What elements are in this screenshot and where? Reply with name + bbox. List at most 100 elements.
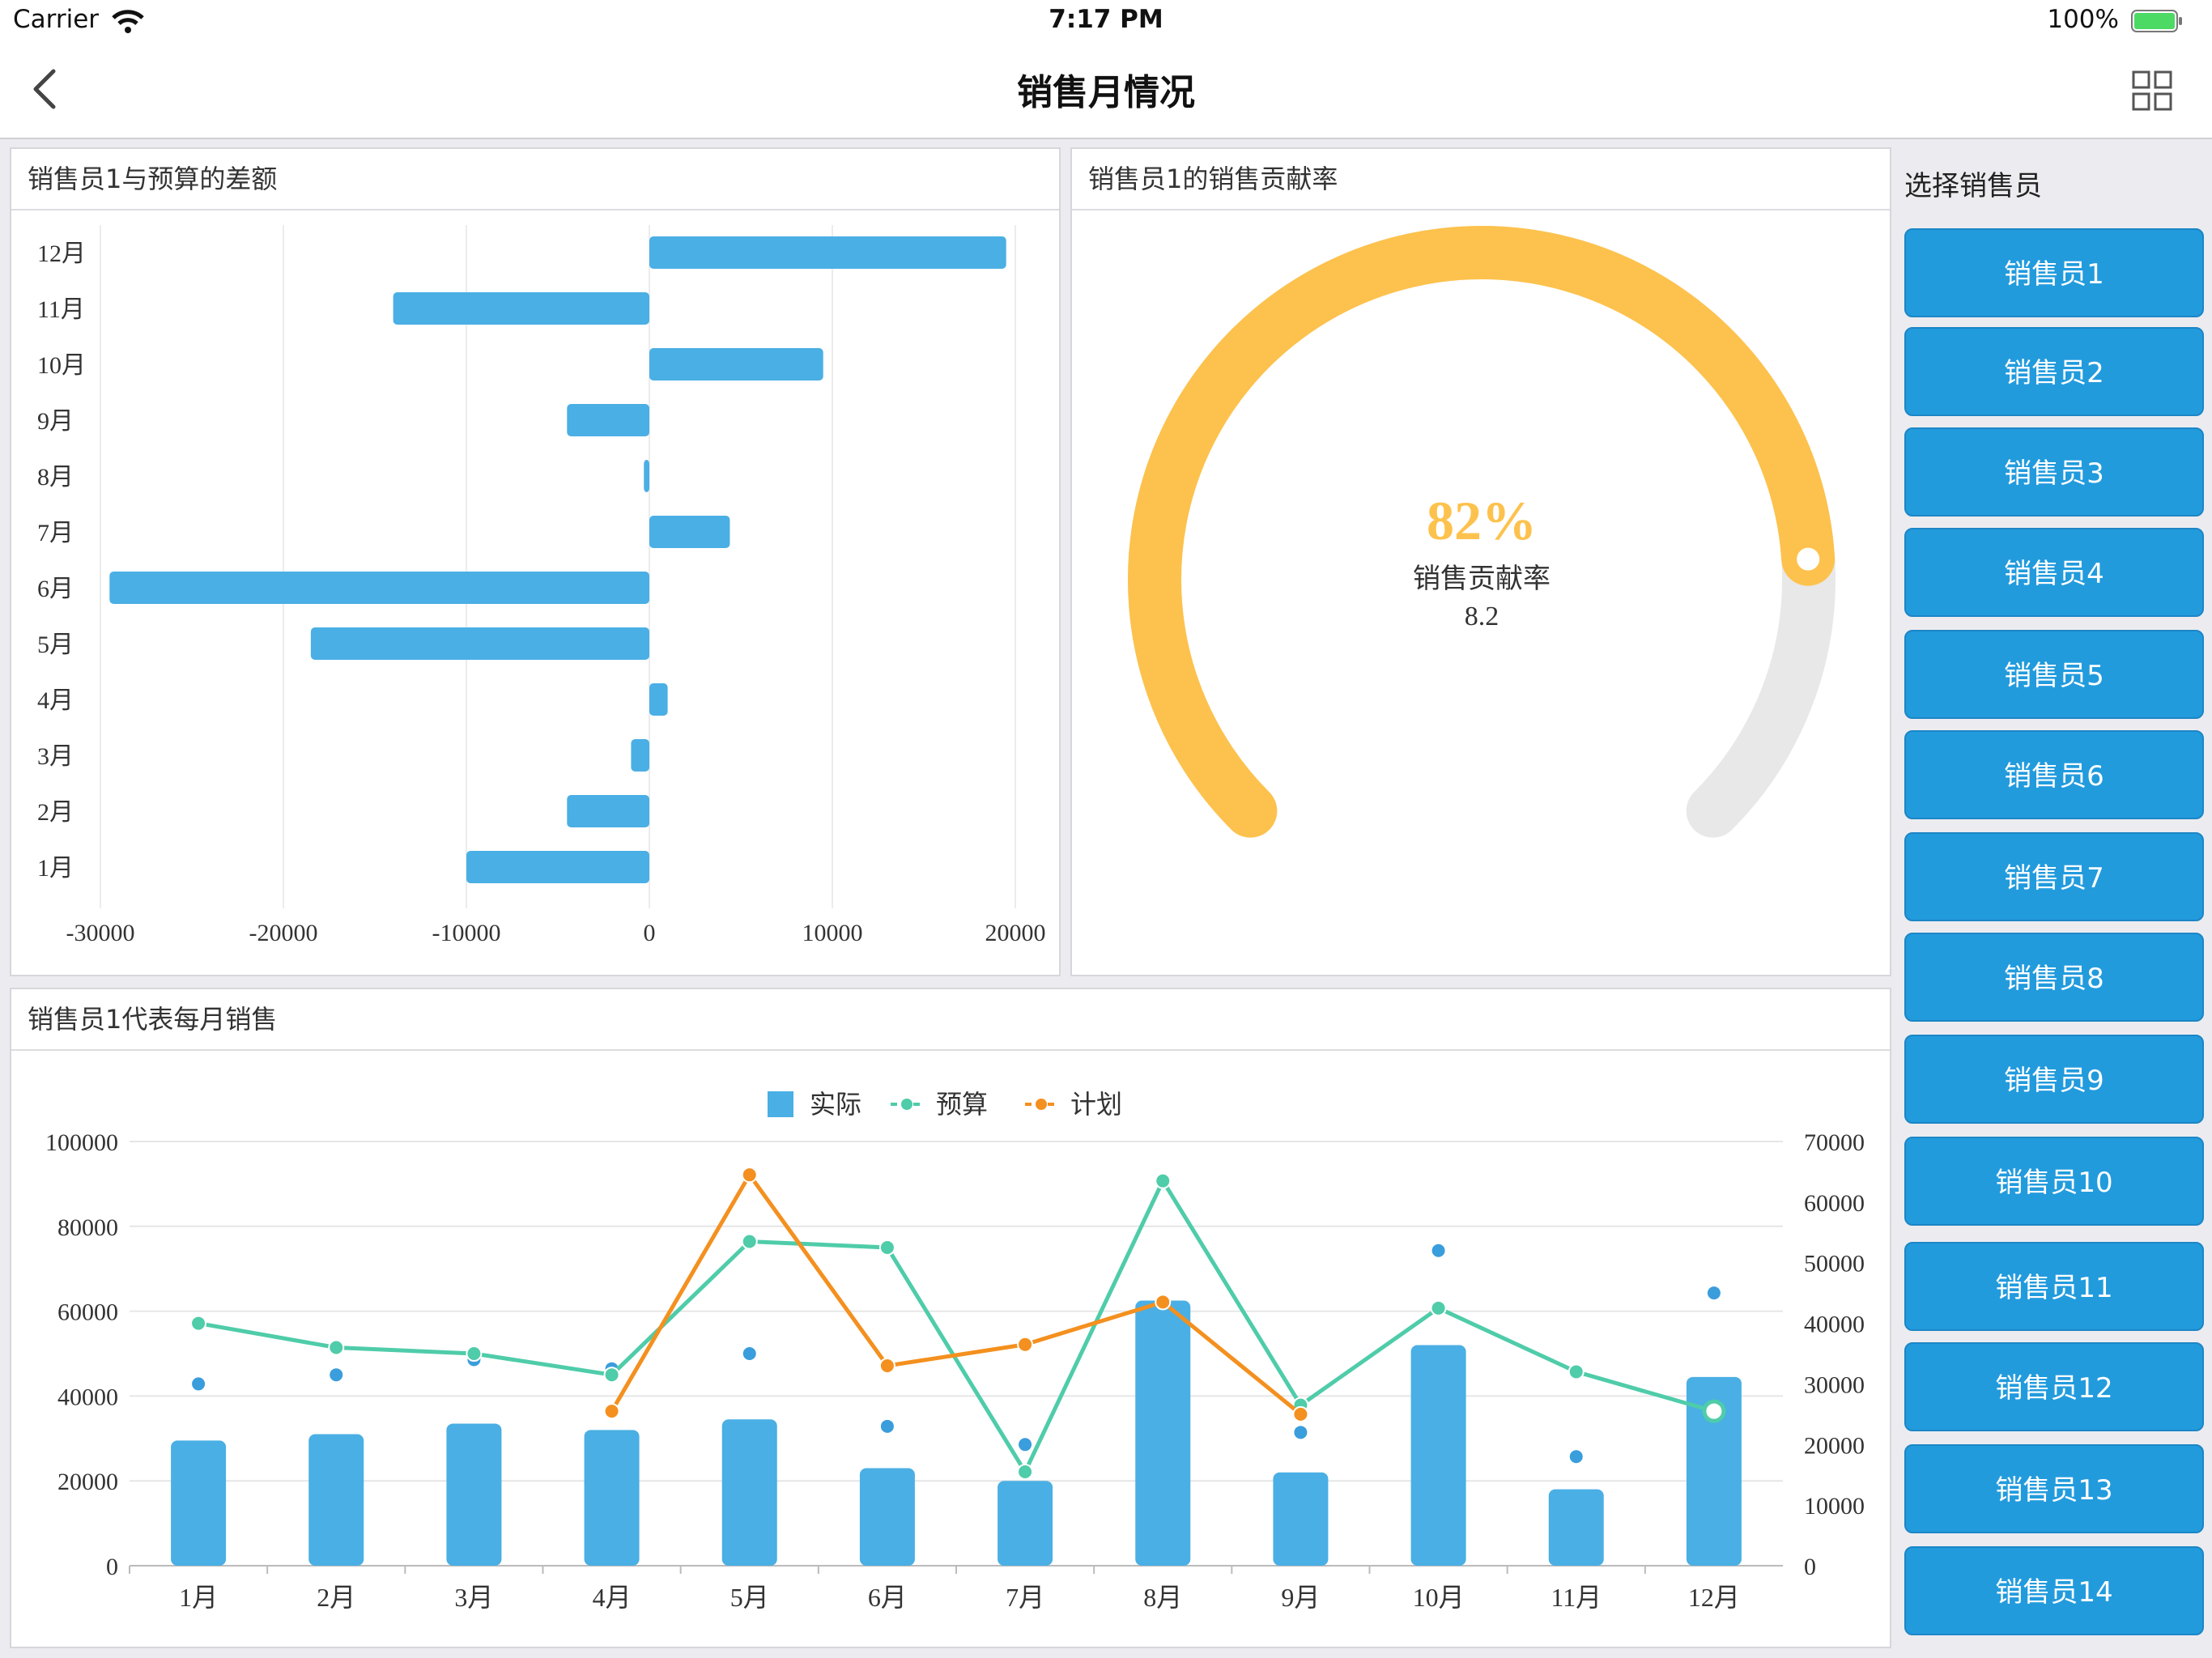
gauge-percent: 82% — [1427, 490, 1537, 551]
actual-marker-dot — [1019, 1438, 1032, 1452]
salesperson-button-10[interactable]: 销售员10 — [1904, 1137, 2204, 1226]
carrier-label: Carrier — [13, 5, 100, 34]
combo-left-tick: 80000 — [57, 1214, 118, 1241]
salesperson-button-1[interactable]: 销售员1 — [1904, 228, 2204, 317]
diff-x-tick: 20000 — [985, 920, 1046, 946]
combo-right-tick: 70000 — [1804, 1129, 1865, 1156]
budget-point — [466, 1346, 483, 1362]
actual-bar — [1135, 1300, 1191, 1566]
combo-x-label: 8月 — [1143, 1583, 1182, 1612]
budget-point — [878, 1239, 895, 1256]
salesperson-button-6[interactable]: 销售员6 — [1904, 730, 2204, 819]
actual-marker-dot — [330, 1368, 343, 1382]
salesperson-button-4[interactable]: 销售员4 — [1904, 528, 2204, 617]
diff-bar — [310, 627, 649, 660]
combo-x-label: 6月 — [868, 1583, 907, 1612]
plan-point — [1017, 1336, 1034, 1353]
budget-line — [198, 1176, 1715, 1477]
budget-point — [190, 1315, 207, 1332]
combo-x-label: 4月 — [593, 1583, 632, 1612]
diff-chart: -30000 -20000 -10000 0 10000 20000 1月 2月 3月 4月 5月 6… — [37, 225, 1046, 946]
diff-x-tick: -10000 — [432, 920, 501, 946]
combo-x-label: 7月 — [1006, 1583, 1044, 1612]
salesperson-button-3[interactable]: 销售员3 — [1904, 427, 2204, 517]
diff-y-label: 6月 — [37, 576, 74, 602]
actual-marker-dot — [1569, 1450, 1583, 1464]
actual-marker-dot — [1431, 1244, 1445, 1257]
back-chevron-icon[interactable] — [29, 66, 62, 112]
actual-marker-dot — [1707, 1286, 1721, 1300]
actual-bar — [859, 1468, 915, 1566]
salesperson-button-7[interactable]: 销售员7 — [1904, 832, 2204, 921]
budget-point — [1430, 1299, 1447, 1316]
combo-left-tick: 0 — [106, 1554, 118, 1580]
diff-y-label: 2月 — [37, 799, 74, 826]
legend-label: 实际 — [810, 1090, 861, 1119]
diff-bar — [649, 683, 668, 716]
actual-bar — [308, 1434, 364, 1566]
combo-x-label: 11月 — [1551, 1583, 1602, 1612]
combo-x-label: 5月 — [730, 1583, 769, 1612]
combo-x-label: 10月 — [1413, 1583, 1465, 1612]
actual-bar — [998, 1481, 1053, 1566]
combo-right-tick: 0 — [1804, 1554, 1816, 1580]
rate-panel: 销售员1的销售贡献率 82% 销售贡献率 8.2 — [1070, 147, 1891, 976]
diff-y-label: 4月 — [37, 687, 74, 714]
grid-view-icon[interactable] — [2131, 70, 2173, 112]
actual-bar — [446, 1423, 502, 1566]
diff-bar — [649, 348, 823, 380]
combo-left-tick: 100000 — [45, 1129, 118, 1156]
diff-y-label: 1月 — [37, 855, 74, 882]
wifi-icon — [112, 10, 144, 33]
diff-x-tick: 0 — [644, 920, 656, 946]
diff-bar — [567, 404, 649, 436]
salesperson-button-11[interactable]: 销售员11 — [1904, 1242, 2204, 1331]
clock: 7:17 PM — [1049, 5, 1163, 34]
legend-swatch-dot — [1036, 1099, 1047, 1110]
actual-marker-dot — [192, 1377, 206, 1391]
gauge-value-arc — [1128, 226, 1836, 838]
diff-bar — [567, 795, 649, 827]
salesperson-button-2[interactable]: 销售员2 — [1904, 327, 2204, 416]
budget-point — [1702, 1399, 1726, 1423]
budget-point — [1017, 1463, 1034, 1480]
diff-bar — [466, 851, 649, 883]
combo-right-tick: 30000 — [1804, 1371, 1865, 1398]
salesperson-button-5[interactable]: 销售员5 — [1904, 630, 2204, 719]
diff-y-label: 8月 — [37, 464, 74, 491]
salesperson-button-12[interactable]: 销售员12 — [1904, 1342, 2204, 1431]
budget-point — [328, 1339, 345, 1356]
legend-label: 预算 — [936, 1090, 988, 1119]
actual-marker-dot — [1294, 1426, 1308, 1439]
salesperson-button-13[interactable]: 销售员13 — [1904, 1444, 2204, 1533]
diff-y-label: 11月 — [37, 296, 85, 323]
diff-y-label: 9月 — [37, 408, 74, 435]
combo-right-tick: 20000 — [1804, 1432, 1865, 1459]
gauge-value: 8.2 — [1465, 602, 1499, 631]
combo-x-label: 3月 — [454, 1583, 493, 1612]
salesperson-button-8[interactable]: 销售员8 — [1904, 933, 2204, 1022]
actual-bar — [1548, 1489, 1604, 1566]
battery-icon — [2131, 10, 2182, 32]
salesperson-sidebar: 选择销售员 销售员1 销售员2 销售员3 销售员4 销售员5 销售员6 销售员7 销售员8 销售… — [1898, 139, 2212, 1658]
nav-bar: 销售月情况 — [0, 42, 2212, 139]
salesperson-button-14[interactable]: 销售员14 — [1904, 1546, 2204, 1635]
salesperson-button-9[interactable]: 销售员9 — [1904, 1035, 2204, 1124]
diff-x-tick: -30000 — [66, 920, 135, 946]
diff-bar — [644, 460, 649, 492]
diff-panel-title: 销售员1与预算的差额 — [11, 149, 1059, 210]
plan-point — [603, 1403, 620, 1420]
actual-bar — [721, 1419, 777, 1566]
monthly-chart: 实际 预算 计划 0 20000 40000 60000 80000 100000 0 10000 2… — [45, 1090, 1865, 1612]
diff-bar — [631, 739, 649, 772]
plan-point — [741, 1167, 758, 1184]
legend-swatch-bar — [768, 1091, 793, 1117]
actual-marker-dot — [880, 1419, 894, 1433]
combo-right-tick: 40000 — [1804, 1312, 1865, 1338]
combo-left-tick: 40000 — [57, 1384, 118, 1410]
diff-bar — [649, 236, 1006, 269]
contribution-gauge: 82% 销售贡献率 8.2 — [1128, 226, 1836, 838]
plan-point — [878, 1357, 895, 1374]
actual-bar — [171, 1440, 227, 1566]
budget-point — [741, 1233, 758, 1250]
